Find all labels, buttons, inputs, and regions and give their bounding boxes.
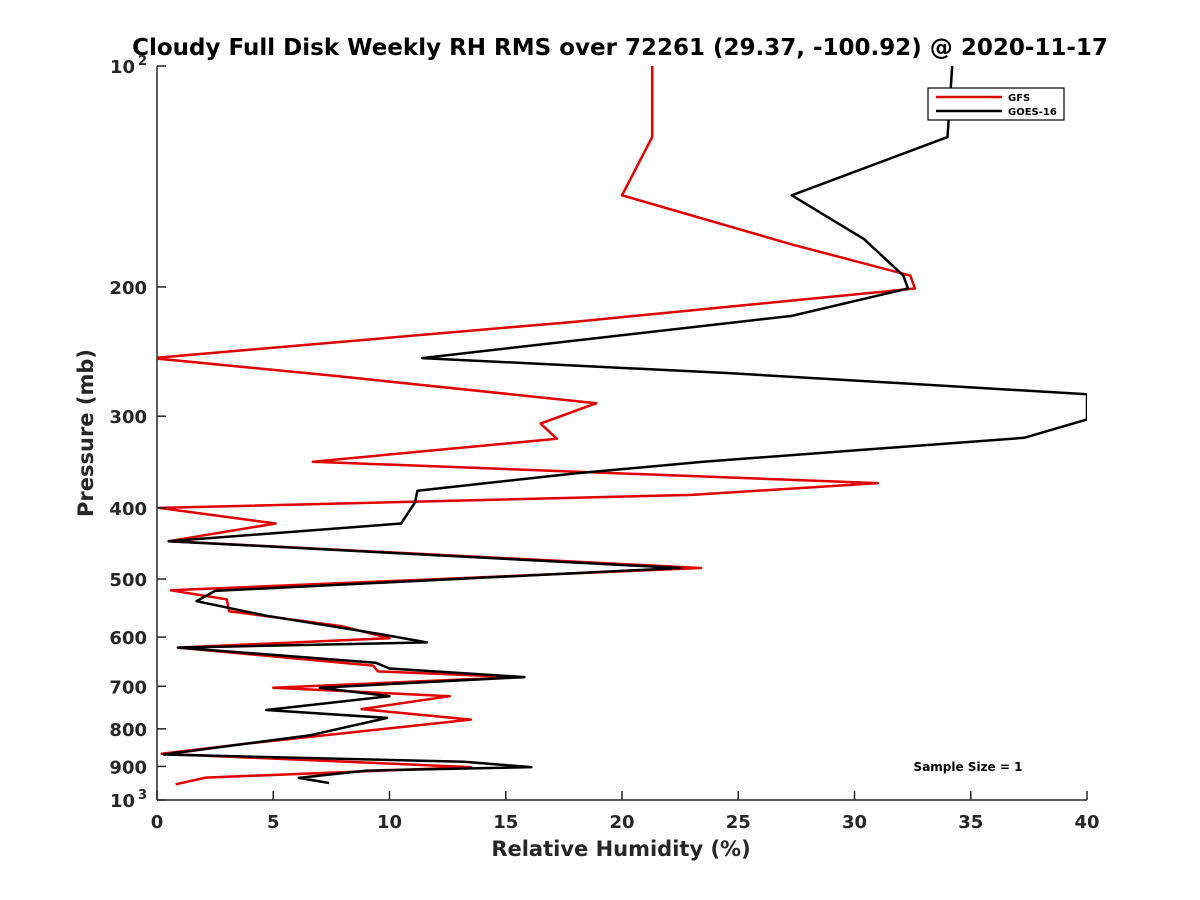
chart-title: Cloudy Full Disk Weekly RH RMS over 7226… xyxy=(132,35,1108,61)
legend-entry: GFS xyxy=(1008,93,1030,104)
y-tick-label: 300 xyxy=(109,407,147,428)
sample-size-annotation: Sample Size = 1 xyxy=(914,760,1023,774)
y-tick-label: 900 xyxy=(109,757,147,778)
series-line-goes-16 xyxy=(162,66,1087,785)
x-tick-label: 15 xyxy=(493,812,518,833)
x-axis-label: Relative Humidity (%) xyxy=(491,837,750,861)
x-tick-label: 10 xyxy=(377,812,402,833)
y-tick-label: 400 xyxy=(109,499,147,520)
y-tick-label: 500 xyxy=(109,570,147,591)
x-tick-label: 0 xyxy=(151,812,164,833)
y-tick-label: 700 xyxy=(109,677,147,698)
y-tick-exponent: 2 xyxy=(138,54,147,69)
x-tick-label: 20 xyxy=(609,812,634,833)
x-tick-label: 25 xyxy=(726,812,751,833)
y-tick-label: 600 xyxy=(109,628,147,649)
y-tick-label: 200 xyxy=(109,278,147,299)
legend-box xyxy=(927,87,1065,121)
y-tick-label: 10 xyxy=(110,57,135,78)
y-tick-exponent: 3 xyxy=(138,788,147,803)
legend-entry: GOES-16 xyxy=(1008,107,1057,118)
y-tick-label: 10 xyxy=(110,791,135,812)
y-axis-label: Pressure (mb) xyxy=(74,349,98,517)
series-line-gfs xyxy=(157,66,917,786)
x-tick-label: 35 xyxy=(958,812,983,833)
series-layer xyxy=(157,66,1087,786)
legend: GFS GOES-16 xyxy=(927,87,1065,121)
x-tick-label: 5 xyxy=(267,812,280,833)
x-axis: 0 5 10 15 20 25 30 35 40 xyxy=(151,791,1100,833)
x-tick-label: 30 xyxy=(842,812,867,833)
x-tick-label: 40 xyxy=(1074,812,1099,833)
y-tick-label: 800 xyxy=(109,720,147,741)
